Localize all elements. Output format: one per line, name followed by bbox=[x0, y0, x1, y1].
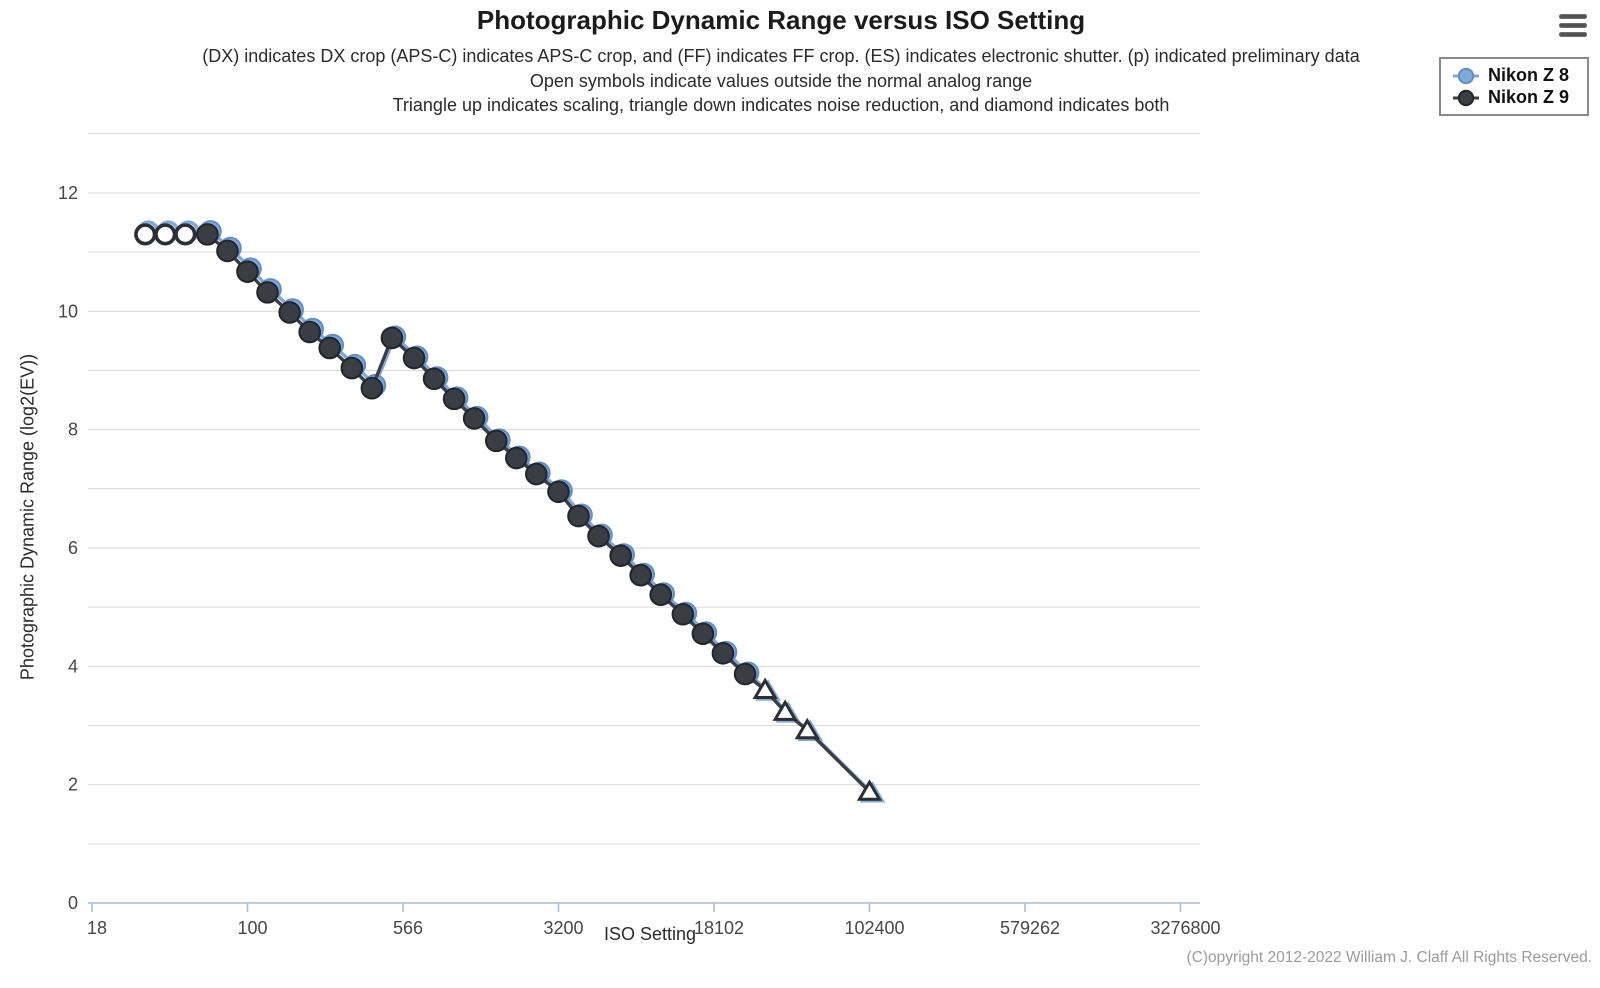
data-point-marker-open bbox=[134, 223, 157, 246]
data-point-marker-triangle bbox=[794, 717, 820, 740]
data-point-marker bbox=[298, 320, 321, 344]
menu-bar bbox=[1559, 14, 1587, 19]
legend-marker-icon bbox=[1453, 89, 1479, 106]
chart-subtitle-line-3: Triangle up indicates scaling, triangle … bbox=[392, 95, 1170, 115]
x-tick-label: 3200 bbox=[543, 918, 583, 938]
data-point-marker bbox=[278, 301, 301, 324]
x-tick-label: 18102 bbox=[694, 918, 744, 938]
data-point-marker bbox=[671, 602, 695, 626]
data-point-marker bbox=[256, 281, 279, 304]
data-point-marker bbox=[567, 504, 590, 528]
legend-label: Nikon Z 8 bbox=[1488, 65, 1570, 85]
data-point-marker bbox=[236, 260, 259, 283]
x-tick-label: 579262 bbox=[1000, 918, 1060, 938]
data-point-marker-triangle bbox=[772, 699, 798, 721]
series-line bbox=[146, 229, 875, 796]
data-point-marker bbox=[691, 622, 715, 646]
hamburger-menu-icon[interactable] bbox=[1559, 14, 1587, 37]
data-point-marker bbox=[609, 544, 632, 567]
data-point-marker bbox=[484, 429, 508, 453]
x-tick-label: 18 bbox=[87, 918, 107, 938]
y-tick-label: 12 bbox=[58, 183, 78, 203]
data-point-marker bbox=[196, 223, 219, 246]
data-point-marker bbox=[462, 407, 486, 430]
legend-marker-icon bbox=[1453, 67, 1479, 84]
data-point-marker bbox=[649, 583, 673, 607]
data-point-marker-triangle bbox=[752, 677, 778, 699]
x-axis-title: ISO Setting bbox=[603, 924, 697, 944]
data-point-marker bbox=[711, 642, 735, 665]
chart-subtitle-line-1: (DX) indicates DX crop (APS-C) indicates… bbox=[202, 46, 1360, 66]
x-tick-label: 102400 bbox=[844, 918, 904, 938]
x-tick-label: 3276800 bbox=[1150, 918, 1220, 938]
legend: Nikon Z 8 Nikon Z 9 bbox=[1439, 57, 1589, 116]
data-point-marker bbox=[216, 239, 239, 263]
copyright-text: (C)opyright 2012-2022 William J. Claff A… bbox=[1186, 949, 1592, 966]
y-tick-label: 0 bbox=[68, 893, 78, 913]
series-nikon-z-8 bbox=[137, 220, 886, 803]
data-point-marker-open bbox=[154, 223, 177, 246]
data-point-marker bbox=[422, 367, 446, 391]
menu-bar bbox=[1559, 32, 1587, 37]
legend-item: Nikon Z 9 bbox=[1451, 87, 1587, 108]
legend-label: Nikon Z 9 bbox=[1488, 87, 1570, 107]
menu-bar bbox=[1559, 23, 1587, 28]
y-tick-label: 8 bbox=[68, 420, 78, 440]
chart-subtitle-line-2: Open symbols indicate values outside the… bbox=[529, 71, 1033, 91]
x-tick-label: 566 bbox=[393, 918, 423, 938]
y-tick-label: 6 bbox=[68, 538, 78, 558]
data-point-marker bbox=[360, 376, 384, 400]
data-point-marker bbox=[629, 563, 653, 587]
series-line bbox=[143, 232, 872, 794]
data-point-marker bbox=[380, 326, 404, 350]
data-point-marker bbox=[505, 446, 528, 470]
data-point-marker bbox=[340, 356, 364, 380]
data-point-marker bbox=[547, 480, 570, 504]
data-point-marker bbox=[442, 387, 466, 411]
chart-title: Photographic Dynamic Range versus ISO Se… bbox=[476, 5, 1086, 35]
data-point-marker bbox=[525, 462, 548, 486]
series-nikon-z-9 bbox=[134, 223, 883, 801]
data-point-marker bbox=[402, 346, 426, 370]
y-axis-title: Photographic Dynamic Range (log2(EV)) bbox=[17, 353, 38, 681]
data-point-marker bbox=[318, 336, 342, 360]
y-tick-label: 2 bbox=[68, 775, 78, 795]
data-point-marker bbox=[733, 662, 757, 686]
legend-item: Nikon Z 8 bbox=[1451, 65, 1587, 86]
x-tick-label: 100 bbox=[237, 918, 267, 938]
y-tick-label: 10 bbox=[58, 301, 78, 321]
data-point-marker bbox=[587, 524, 610, 548]
data-point-marker-triangle bbox=[856, 779, 883, 801]
data-point-marker-open bbox=[174, 223, 197, 246]
y-tick-label: 4 bbox=[68, 656, 78, 676]
